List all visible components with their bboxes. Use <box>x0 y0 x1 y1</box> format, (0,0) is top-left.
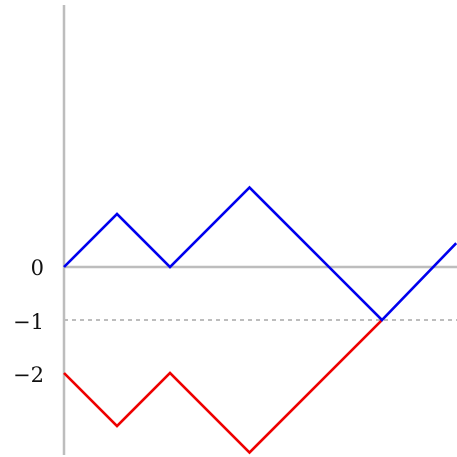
reflected-path-red <box>63 319 383 455</box>
y-tick-label-minus-one: −1 <box>13 310 44 334</box>
y-tick-labels: 0 −1 −2 <box>13 256 44 387</box>
y-tick-label-zero: 0 <box>31 256 44 280</box>
y-tick-label-minus-two: −2 <box>13 363 44 387</box>
original-path-blue <box>63 185 457 322</box>
